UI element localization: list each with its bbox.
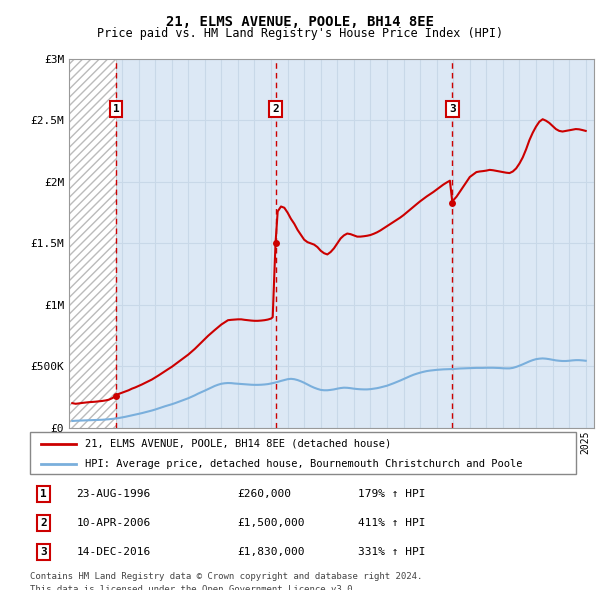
Text: 10-APR-2006: 10-APR-2006: [76, 518, 151, 528]
Text: £1,500,000: £1,500,000: [238, 518, 305, 528]
Text: 2: 2: [272, 104, 279, 114]
Text: 14-DEC-2016: 14-DEC-2016: [76, 548, 151, 558]
Text: 179% ↑ HPI: 179% ↑ HPI: [358, 489, 425, 499]
Text: 331% ↑ HPI: 331% ↑ HPI: [358, 548, 425, 558]
Text: Price paid vs. HM Land Registry's House Price Index (HPI): Price paid vs. HM Land Registry's House …: [97, 27, 503, 40]
Text: 3: 3: [40, 548, 47, 558]
Text: This data is licensed under the Open Government Licence v3.0.: This data is licensed under the Open Gov…: [30, 585, 358, 590]
Text: 23-AUG-1996: 23-AUG-1996: [76, 489, 151, 499]
Text: 3: 3: [449, 104, 456, 114]
Text: Contains HM Land Registry data © Crown copyright and database right 2024.: Contains HM Land Registry data © Crown c…: [30, 572, 422, 581]
Text: HPI: Average price, detached house, Bournemouth Christchurch and Poole: HPI: Average price, detached house, Bour…: [85, 459, 522, 468]
Text: 411% ↑ HPI: 411% ↑ HPI: [358, 518, 425, 528]
Text: £260,000: £260,000: [238, 489, 292, 499]
Text: 2: 2: [40, 518, 47, 528]
Text: 1: 1: [40, 489, 47, 499]
Text: 1: 1: [113, 104, 119, 114]
Bar: [69, 59, 116, 428]
Text: £1,830,000: £1,830,000: [238, 548, 305, 558]
Text: 21, ELMS AVENUE, POOLE, BH14 8EE: 21, ELMS AVENUE, POOLE, BH14 8EE: [166, 15, 434, 29]
Text: 21, ELMS AVENUE, POOLE, BH14 8EE (detached house): 21, ELMS AVENUE, POOLE, BH14 8EE (detach…: [85, 439, 391, 449]
